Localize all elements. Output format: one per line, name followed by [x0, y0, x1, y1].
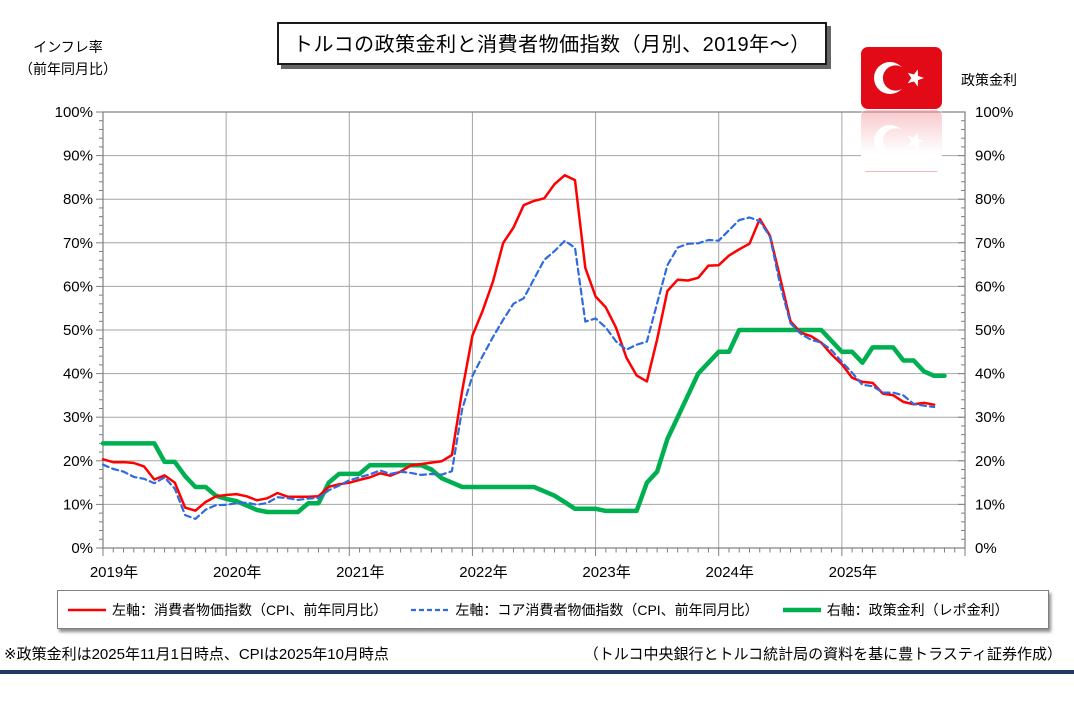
turkey-flag-image [861, 47, 942, 109]
svg-text:60%: 60% [975, 278, 1005, 295]
svg-text:50%: 50% [63, 322, 93, 339]
legend-label-cpi: 左軸：消費者物価指数（CPI、前年同月比） [112, 601, 388, 618]
footnote: ※政策金利は2025年11月1日時点、CPIは2025年10月時点 [4, 646, 389, 663]
svg-text:2022年: 2022年 [459, 564, 507, 581]
chart-plot: 0% 0% 10% 10% 20% 20% 30% 30% 40% 40% 50% 50% 60% 60%… [55, 104, 1014, 581]
turkey-flag-icon [861, 47, 942, 172]
svg-text:20%: 20% [975, 453, 1005, 470]
svg-text:40%: 40% [975, 366, 1005, 383]
svg-text:50%: 50% [975, 322, 1005, 339]
svg-text:0%: 0% [71, 540, 93, 557]
right-axis-caption: 政策金利 [961, 72, 1017, 88]
chart-title: トルコの政策金利と消費者物価指数（月別、2019年～） [277, 22, 827, 65]
svg-text:90%: 90% [63, 148, 93, 165]
svg-text:2021年: 2021年 [336, 564, 384, 581]
svg-text:2019年: 2019年 [90, 564, 138, 581]
svg-text:60%: 60% [63, 278, 93, 295]
left-axis-caption-line2: （前年同月比） [19, 61, 117, 77]
core-cpi-line-sample-icon [411, 608, 450, 611]
cpi-line-sample-icon [68, 608, 106, 611]
svg-text:10%: 10% [63, 496, 93, 513]
chart-legend: 左軸：消費者物価指数（CPI、前年同月比） 左軸：コア消費者物価指数（CPI、前… [57, 590, 1049, 629]
legend-item-cpi: 左軸：消費者物価指数（CPI、前年同月比） [68, 600, 387, 620]
flag-reflection-fade [861, 109, 942, 171]
left-axis-caption: インフレ率 （前年同月比） [6, 36, 130, 80]
legend-item-policy-rate: 右軸：政策金利（レポ金利） [782, 600, 1009, 620]
svg-text:70%: 70% [975, 235, 1005, 252]
policy-rate-line-sample-icon [782, 607, 821, 612]
legend-label-policy-rate: 右軸：政策金利（レポ金利） [826, 601, 1009, 618]
svg-text:70%: 70% [63, 235, 93, 252]
svg-text:2020年: 2020年 [213, 564, 261, 581]
svg-text:40%: 40% [63, 366, 93, 383]
svg-text:2025年: 2025年 [829, 564, 877, 581]
svg-text:20%: 20% [63, 453, 93, 470]
svg-text:30%: 30% [975, 409, 1005, 426]
svg-text:0%: 0% [975, 540, 997, 557]
flag-star [907, 69, 924, 87]
crescent-inner [882, 65, 909, 91]
svg-text:90%: 90% [975, 148, 1005, 165]
footer-divider [0, 670, 1074, 674]
left-axis-caption-line1: インフレ率 [33, 39, 103, 55]
svg-text:10%: 10% [975, 496, 1005, 513]
svg-text:100%: 100% [55, 104, 93, 121]
svg-text:2023年: 2023年 [582, 564, 630, 581]
svg-text:100%: 100% [975, 104, 1013, 121]
legend-item-core-cpi: 左軸：コア消費者物価指数（CPI、前年同月比） [411, 600, 759, 620]
svg-text:80%: 80% [975, 191, 1005, 208]
legend-label-core-cpi: 左軸：コア消費者物価指数（CPI、前年同月比） [455, 601, 759, 618]
svg-text:80%: 80% [63, 191, 93, 208]
svg-text:30%: 30% [63, 409, 93, 426]
svg-text:2024年: 2024年 [706, 564, 754, 581]
source-credit: （トルコ中央銀行とトルコ統計局の資料を基に豊トラスティ証券作成） [583, 646, 1062, 663]
